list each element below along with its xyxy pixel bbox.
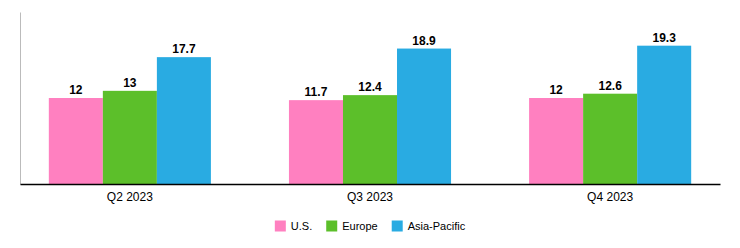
x-tick-label: Q3 2023 — [347, 190, 393, 204]
data-label: 12 — [69, 83, 83, 97]
y-axis — [20, 13, 21, 185]
bar — [583, 94, 637, 184]
bar — [157, 57, 211, 184]
legend-swatch — [326, 221, 337, 232]
data-label: 12.4 — [358, 80, 382, 94]
legend-label: Europe — [342, 220, 377, 232]
data-label: 18.9 — [412, 34, 436, 48]
data-label: 13 — [123, 76, 137, 90]
legend-label: Asia-Pacific — [408, 220, 466, 232]
chart: 12 11.7 12 13 12.4 12.6 17.7 18.9 19.3 Q2 2023 Q3 … — [0, 0, 740, 248]
x-tick: Q2 2023 — [107, 190, 153, 204]
legend-item: U.S. — [275, 220, 312, 232]
data-label: 11.7 — [305, 85, 328, 99]
legend-label: U.S. — [291, 220, 312, 232]
x-axis: Q2 2023 Q3 2023 Q4 2023 — [21, 185, 721, 204]
data-label: 12.6 — [598, 79, 622, 93]
x-tick: Q3 2023 — [347, 190, 393, 204]
plot-area — [49, 46, 691, 184]
data-labels: 12 11.7 12 13 12.4 12.6 17.7 18.9 19.3 — [69, 31, 676, 99]
data-label: 19.3 — [652, 31, 676, 45]
legend: U.S. Europe Asia-Pacific — [275, 220, 466, 232]
bar — [529, 98, 583, 184]
x-tick-label: Q4 2023 — [587, 190, 633, 204]
legend-item: Europe — [326, 220, 377, 232]
data-label: 12 — [549, 83, 563, 97]
bar — [103, 91, 157, 184]
x-axis-line — [21, 184, 721, 186]
bar — [49, 98, 103, 184]
bar — [289, 100, 343, 184]
bar — [637, 46, 691, 184]
bar-series — [157, 46, 691, 184]
legend-swatch — [275, 221, 286, 232]
bar — [343, 95, 397, 184]
y-axis-line — [20, 13, 21, 185]
x-tick-label: Q2 2023 — [107, 190, 153, 204]
legend-swatch — [392, 221, 403, 232]
legend-item: Asia-Pacific — [392, 220, 466, 232]
x-tick: Q4 2023 — [587, 190, 633, 204]
data-label: 17.7 — [172, 42, 196, 56]
bar — [397, 49, 451, 184]
